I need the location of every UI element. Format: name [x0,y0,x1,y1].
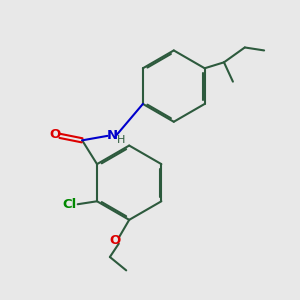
Text: H: H [117,135,125,145]
Text: O: O [109,234,121,247]
Text: O: O [49,128,60,142]
Text: N: N [106,129,118,142]
Text: Cl: Cl [62,198,76,211]
